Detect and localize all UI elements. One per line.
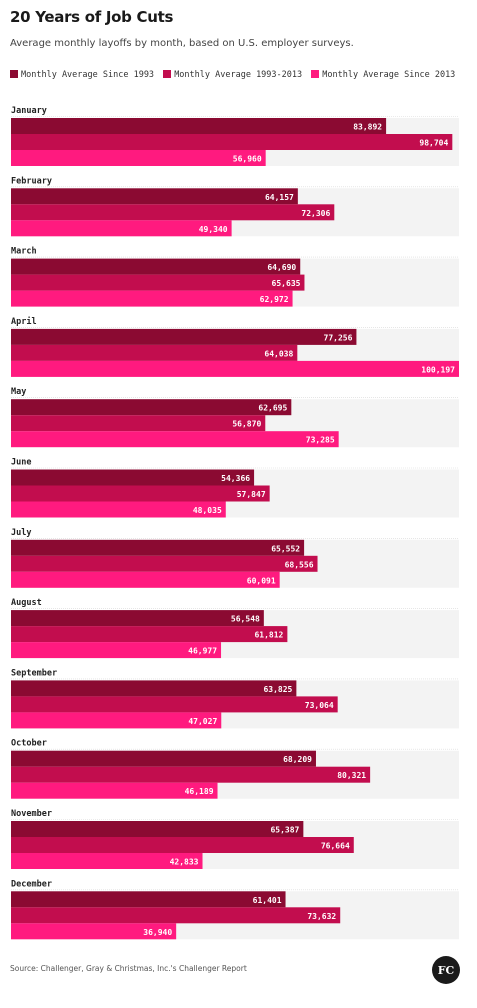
bar-october-series-2	[11, 782, 218, 799]
chart-title: 20 Years of Job Cuts	[10, 8, 174, 26]
bar-label-february-series-0: 64,157	[265, 193, 294, 202]
bar-label-november-series-2: 42,833	[170, 858, 199, 867]
bar-label-september-series-0: 63,825	[263, 685, 292, 694]
month-label-january: January	[11, 106, 47, 116]
bar-november-series-0	[11, 821, 304, 837]
month-label-july: July	[11, 528, 31, 538]
month-label-april: April	[11, 316, 37, 327]
bar-label-december-series-0: 61,401	[253, 896, 282, 905]
month-label-november: November	[11, 809, 52, 819]
bar-december-series-2	[11, 923, 177, 940]
bar-april-series-2	[11, 360, 459, 377]
legend-label-since-1993: Monthly Average Since 1993	[21, 70, 155, 80]
bar-label-january-series-1: 98,704	[419, 139, 448, 148]
bar-label-april-series-2: 100,197	[421, 365, 455, 374]
bar-july-series-2	[11, 571, 280, 588]
bar-july-series-0	[11, 539, 305, 556]
bar-may-series-2	[11, 431, 339, 448]
bar-june-series-2	[11, 501, 226, 518]
bar-june-series-0	[11, 469, 255, 486]
bar-label-may-series-1: 56,870	[232, 420, 261, 429]
month-label-may: May	[11, 387, 26, 397]
bar-label-june-series-2: 48,035	[193, 506, 222, 515]
bar-may-series-0	[11, 399, 292, 416]
legend-item-1993-2013: Monthly Average 1993-2013	[163, 70, 307, 80]
source-note: Source: Challenger, Gray & Christmas, In…	[10, 964, 247, 973]
month-label-december: December	[11, 879, 52, 889]
bar-chart: January 83,892 98,704 56,960 February 64,157 7…	[11, 106, 459, 940]
bar-label-november-series-0: 65,387	[270, 826, 299, 835]
legend-label-1993-2013: Monthly Average 1993-2013	[174, 70, 303, 80]
bar-april-series-0	[11, 328, 357, 345]
bar-january-series-2	[11, 150, 266, 166]
bar-december-series-1	[11, 907, 341, 924]
bar-label-october-series-2: 46,189	[185, 787, 214, 796]
bar-february-series-2	[11, 220, 232, 237]
month-label-february: February	[11, 176, 52, 186]
bar-september-series-2	[11, 712, 222, 729]
bar-august-series-1	[11, 626, 288, 643]
bar-label-january-series-0: 83,892	[353, 123, 382, 132]
bar-december-series-0	[11, 891, 286, 908]
bar-label-august-series-2: 46,977	[188, 647, 217, 656]
bar-july-series-1	[11, 555, 318, 572]
month-label-september: September	[11, 668, 57, 678]
bar-june-series-1	[11, 485, 270, 502]
bar-label-october-series-1: 80,321	[337, 771, 366, 780]
bar-may-series-1	[11, 415, 266, 432]
bar-label-march-series-2: 62,972	[260, 295, 289, 304]
bar-label-february-series-2: 49,340	[199, 225, 228, 234]
legend-item-since-2013: Monthly Average Since 2013	[311, 70, 455, 80]
month-label-june: June	[11, 458, 31, 468]
legend-swatch-since-1993	[10, 70, 18, 78]
bar-label-march-series-0: 64,690	[267, 263, 296, 272]
legend-label-since-2013: Monthly Average Since 2013	[322, 70, 456, 80]
bar-label-june-series-0: 54,366	[221, 474, 250, 483]
legend-swatch-since-2013	[311, 70, 320, 78]
month-label-october: October	[11, 739, 47, 749]
bar-label-may-series-2: 73,285	[306, 436, 335, 445]
legend-item-since-1993: Monthly Average Since 1993	[10, 70, 159, 80]
bar-label-july-series-2: 60,091	[247, 576, 276, 585]
bar-label-july-series-0: 65,552	[271, 544, 300, 553]
bar-label-june-series-1: 57,847	[237, 490, 266, 499]
bar-august-series-0	[11, 610, 264, 627]
bar-october-series-0	[11, 750, 316, 767]
bar-label-january-series-2: 56,960	[233, 155, 262, 164]
bar-march-series-0	[11, 258, 301, 275]
bar-label-february-series-1: 72,306	[301, 209, 330, 218]
bar-november-series-1	[11, 837, 354, 853]
bar-march-series-1	[11, 274, 305, 291]
bar-february-series-0	[11, 188, 298, 205]
bar-september-series-0	[11, 680, 297, 697]
bar-april-series-1	[11, 344, 298, 361]
bar-october-series-1	[11, 766, 371, 783]
bar-label-december-series-2: 36,940	[143, 928, 172, 937]
bar-november-series-2	[11, 853, 203, 869]
bar-label-november-series-1: 76,664	[321, 842, 350, 851]
bar-label-october-series-0: 68,209	[283, 755, 312, 764]
bar-label-may-series-0: 62,695	[258, 404, 287, 413]
bar-label-april-series-1: 64,038	[264, 349, 293, 358]
bar-march-series-2	[11, 290, 293, 307]
bar-label-september-series-1: 73,064	[305, 701, 334, 710]
bar-label-august-series-0: 56,548	[231, 615, 260, 624]
bar-january-series-0	[11, 118, 387, 134]
month-label-march: March	[11, 247, 37, 257]
bar-august-series-2	[11, 642, 222, 659]
bar-label-september-series-2: 47,027	[188, 717, 217, 726]
month-label-august: August	[11, 598, 42, 608]
bar-label-august-series-1: 61,812	[254, 631, 283, 640]
bar-label-december-series-1: 73,632	[307, 912, 336, 921]
bar-label-march-series-1: 65,635	[272, 279, 301, 288]
bar-january-series-1	[11, 134, 453, 150]
fc-logo: FC	[432, 956, 460, 984]
legend-swatch-1993-2013	[163, 70, 172, 78]
chart-subtitle: Average monthly layoffs by month, based …	[10, 38, 354, 49]
bar-label-july-series-1: 68,556	[285, 560, 314, 569]
legend: Monthly Average Since 1993 Monthly Avera…	[10, 68, 470, 82]
bar-label-april-series-0: 77,256	[324, 333, 353, 342]
bar-february-series-1	[11, 204, 335, 221]
bar-september-series-1	[11, 696, 338, 713]
